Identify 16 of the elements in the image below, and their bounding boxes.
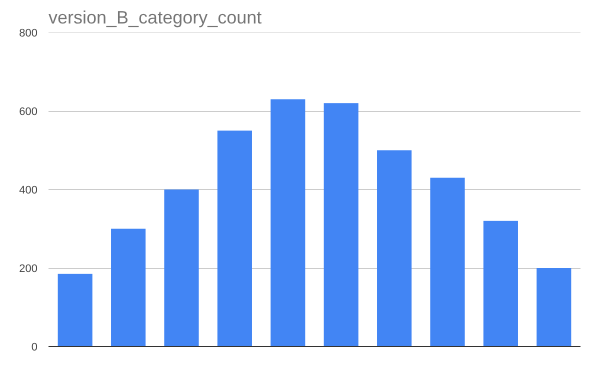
y-tick-label: 0: [31, 342, 38, 354]
y-tick-label: 600: [19, 106, 38, 118]
bar: [270, 99, 306, 346]
bar: [111, 228, 146, 346]
bar: [164, 190, 199, 346]
y-tick-label: 800: [19, 28, 38, 40]
bar: [58, 274, 92, 346]
bar: [217, 130, 252, 346]
bar: [536, 268, 572, 346]
y-tick-label: 200: [19, 263, 38, 275]
y-tick-label: 400: [19, 184, 38, 196]
bar: [324, 103, 358, 346]
bar: [483, 220, 518, 346]
bar: [377, 150, 412, 346]
chart-title: version_B_category_count: [48, 8, 262, 28]
bar: [430, 178, 465, 346]
